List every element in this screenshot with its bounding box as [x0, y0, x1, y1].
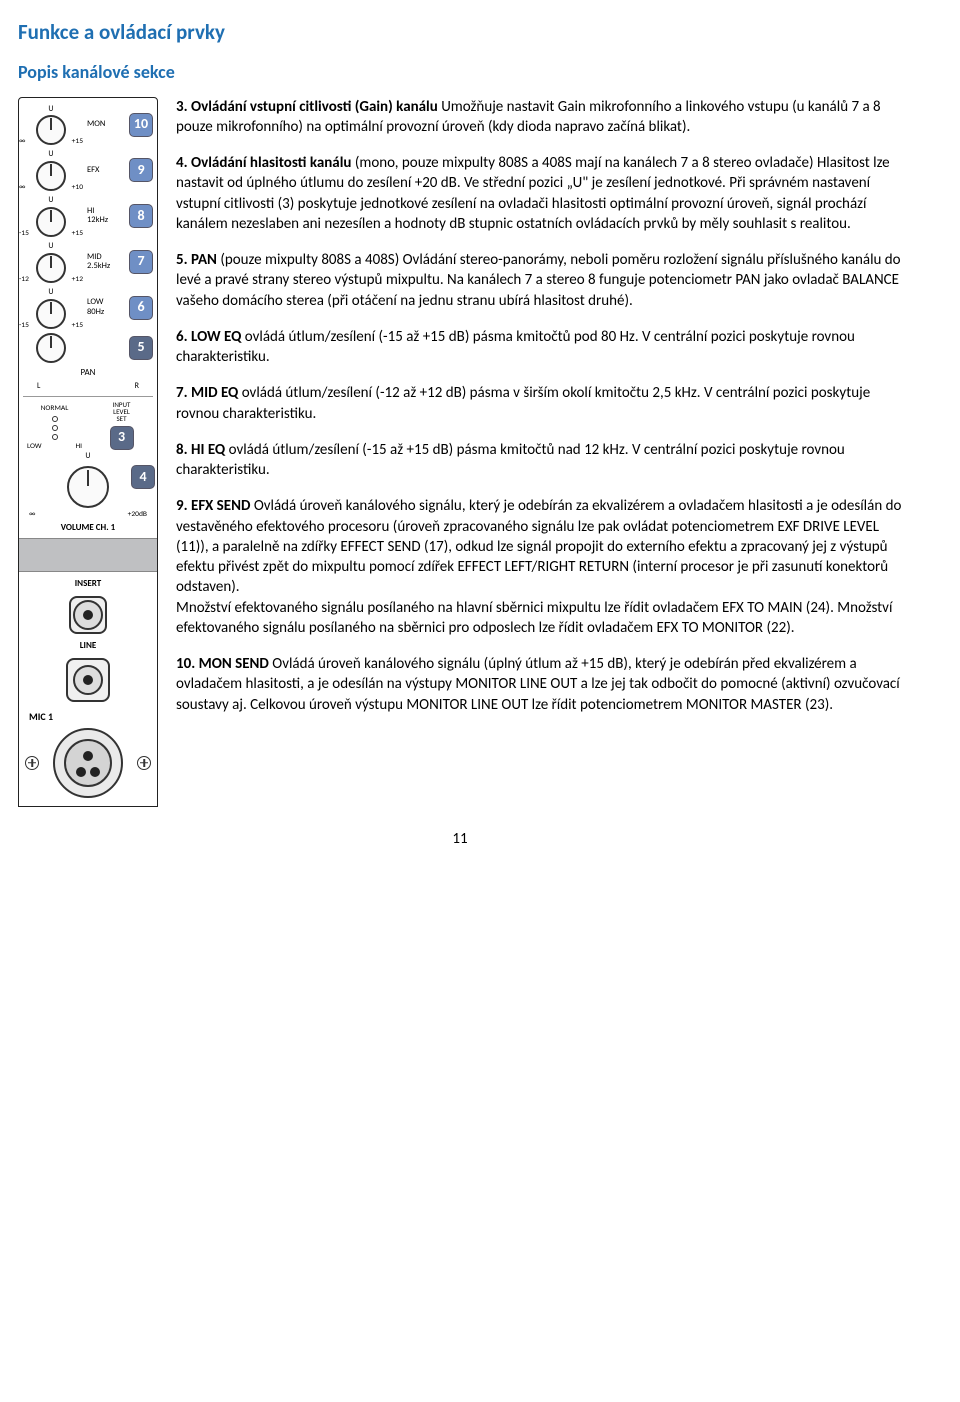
- line-label: LINE: [23, 640, 153, 652]
- xlr-connector: [53, 728, 123, 798]
- knob-label: EFX: [85, 166, 123, 175]
- badge-5: 5: [129, 336, 153, 360]
- input-level-set-label: INPUT LEVEL SET: [90, 401, 153, 422]
- knob-10: [36, 115, 66, 145]
- paragraph-3: 3. Ovládání vstupní citlivosti (Gain) ka…: [176, 97, 902, 138]
- pan-right: R: [135, 381, 139, 392]
- badge-4: 4: [131, 465, 155, 489]
- volume-knob: [67, 466, 109, 508]
- knob-8: [36, 207, 66, 237]
- knob-label: LOW80Hz: [85, 298, 123, 317]
- pan-row: 5: [23, 333, 153, 363]
- description-column: 3. Ovládání vstupní citlivosti (Gain) ka…: [176, 97, 902, 807]
- channel-strip-diagram: U ∞+15 MON 10 U ∞+10 EFX 9 U -15+15 HI12…: [18, 97, 158, 807]
- knob-7: [36, 253, 66, 283]
- badge-3: 3: [110, 426, 134, 450]
- paragraph-7: 7. MID EQ ovládá útlum/zesílení (-12 až …: [176, 383, 902, 424]
- volume-label: VOLUME CH. 1: [23, 522, 153, 534]
- knob-label: MID2.5kHz: [85, 253, 123, 272]
- badge-6: 6: [129, 296, 153, 320]
- input-level-block: NORMAL LOWHI: [23, 405, 86, 452]
- insert-label: INSERT: [23, 578, 153, 590]
- screw-icon: [25, 756, 39, 770]
- paragraph-4: 4. Ovládání hlasitosti kanálu (mono, pou…: [176, 153, 902, 234]
- badge-8: 8: [129, 204, 153, 228]
- pan-left: L: [37, 381, 40, 392]
- page-number: 11: [18, 829, 902, 849]
- knob-label: MON: [85, 120, 123, 129]
- badge-7: 7: [129, 250, 153, 274]
- knob-row-9: U ∞+10 EFX 9: [23, 149, 153, 191]
- knob-row-10: U ∞+15 MON 10: [23, 104, 153, 146]
- badge-9: 9: [129, 158, 153, 182]
- knob-6: [36, 299, 66, 329]
- page-title: Funkce a ovládací prvky: [18, 18, 902, 46]
- knob-9: [36, 161, 66, 191]
- paragraph-10: 10. MON SEND Ovládá úroveň kanálového si…: [176, 654, 902, 715]
- pan-label: PAN: [23, 367, 153, 379]
- paragraph-5: 5. PAN (pouze mixpulty 808S a 408S) Ovlá…: [176, 250, 902, 311]
- knob-row-8: U -15+15 HI12kHz 8: [23, 195, 153, 237]
- line-jack: [66, 658, 110, 702]
- paragraph-9: 9. EFX SEND Ovládá úroveň kanálového sig…: [176, 496, 902, 638]
- badge-10: 10: [129, 113, 153, 137]
- paragraph-8: 8. HI EQ ovládá útlum/zesílení (-15 až +…: [176, 440, 902, 481]
- screw-icon: [137, 756, 151, 770]
- mic-label: MIC 1: [29, 710, 153, 724]
- paragraph-6: 6. LOW EQ ovládá útlum/zesílení (-15 až …: [176, 327, 902, 368]
- section-subtitle: Popis kanálové sekce: [18, 60, 902, 84]
- knob-label: HI12kHz: [85, 207, 123, 226]
- knob-row-6: U -15+15 LOW80Hz 6: [23, 287, 153, 329]
- knob-row-7: U -12+12 MID2.5kHz 7: [23, 241, 153, 283]
- insert-jack: [69, 596, 107, 634]
- pan-knob: [36, 333, 66, 363]
